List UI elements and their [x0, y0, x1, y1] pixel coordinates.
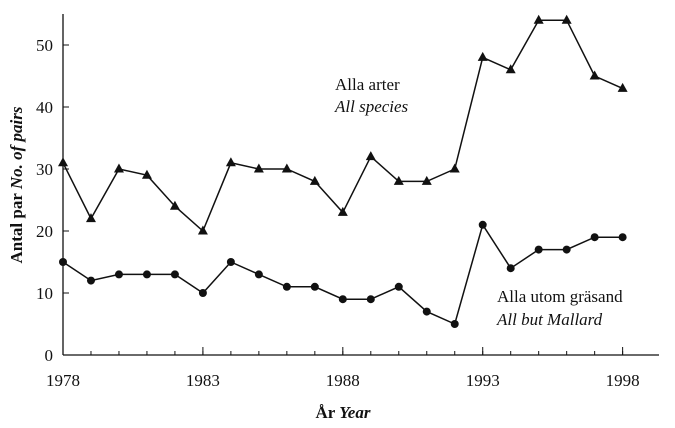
- marker: [618, 233, 627, 242]
- x-tick-label: 1978: [46, 371, 80, 390]
- y-tick-label: 10: [36, 284, 53, 303]
- y-axis-label: Antal par No. of pairs: [7, 106, 26, 263]
- marker: [253, 163, 264, 173]
- y-tick-label: 0: [45, 346, 54, 365]
- marker: [85, 213, 96, 223]
- marker: [170, 270, 179, 279]
- marker: [141, 169, 152, 179]
- marker: [534, 245, 543, 254]
- series-label: All species: [334, 97, 409, 116]
- marker: [169, 200, 180, 210]
- marker: [197, 225, 208, 235]
- marker: [590, 233, 599, 242]
- y-tick-label: 30: [36, 160, 53, 179]
- marker: [562, 245, 571, 254]
- marker: [617, 82, 628, 92]
- marker: [282, 282, 291, 291]
- y-axis-label-text: Antal par: [7, 193, 26, 264]
- x-axis-label: År Year: [316, 403, 371, 422]
- x-axis-label-text: År: [316, 403, 336, 422]
- marker: [114, 270, 123, 279]
- marker: [421, 175, 432, 185]
- marker: [422, 307, 431, 316]
- marker: [142, 270, 151, 279]
- marker: [365, 151, 376, 161]
- x-tick-label: 1993: [466, 371, 500, 390]
- marker: [310, 282, 319, 291]
- marker: [477, 51, 488, 61]
- marker: [226, 258, 235, 266]
- marker: [450, 320, 459, 328]
- marker: [337, 206, 348, 216]
- marker: [309, 175, 320, 185]
- marker: [394, 282, 403, 291]
- marker: [225, 157, 236, 167]
- marker: [449, 163, 460, 173]
- marker: [86, 276, 95, 285]
- marker: [338, 295, 347, 304]
- x-axis-label-italic: Year: [339, 403, 371, 422]
- marker: [393, 175, 404, 185]
- y-tick-label: 20: [36, 222, 53, 241]
- marker: [281, 163, 292, 173]
- marker: [198, 289, 207, 297]
- marker: [366, 295, 375, 304]
- marker: [478, 220, 487, 229]
- marker: [506, 264, 515, 273]
- marker: [505, 64, 516, 74]
- marker: [533, 14, 544, 24]
- y-tick-label: 50: [36, 36, 53, 55]
- series-label: Alla arter: [335, 75, 400, 94]
- y-axis-label-italic: No. of pairs: [7, 106, 26, 190]
- x-tick-label: 1988: [326, 371, 360, 390]
- series-label: Alla utom gräsand: [497, 287, 623, 306]
- y-tick-label: 40: [36, 98, 53, 117]
- marker: [561, 14, 572, 24]
- x-tick-label: 1983: [186, 371, 220, 390]
- x-tick-label: 1998: [606, 371, 640, 390]
- marker: [58, 157, 68, 167]
- marker: [113, 163, 124, 173]
- marker: [589, 70, 600, 80]
- marker: [254, 270, 263, 279]
- series-label: All but Mallard: [496, 310, 603, 329]
- series-line: [62, 19, 623, 233]
- marker: [59, 258, 67, 266]
